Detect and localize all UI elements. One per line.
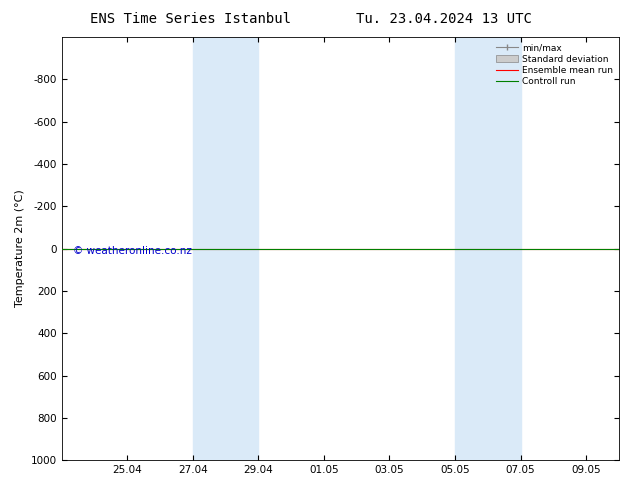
Text: ENS Time Series Istanbul: ENS Time Series Istanbul [89, 12, 291, 26]
Bar [455, 37, 521, 460]
Text: © weatheronline.co.nz: © weatheronline.co.nz [73, 246, 191, 256]
Text: Tu. 23.04.2024 13 UTC: Tu. 23.04.2024 13 UTC [356, 12, 532, 26]
Y-axis label: Temperature 2m (°C): Temperature 2m (°C) [15, 190, 25, 307]
Bar [193, 37, 258, 460]
Legend: min/max, Standard deviation, Ensemble mean run, Controll run: min/max, Standard deviation, Ensemble me… [494, 42, 614, 88]
